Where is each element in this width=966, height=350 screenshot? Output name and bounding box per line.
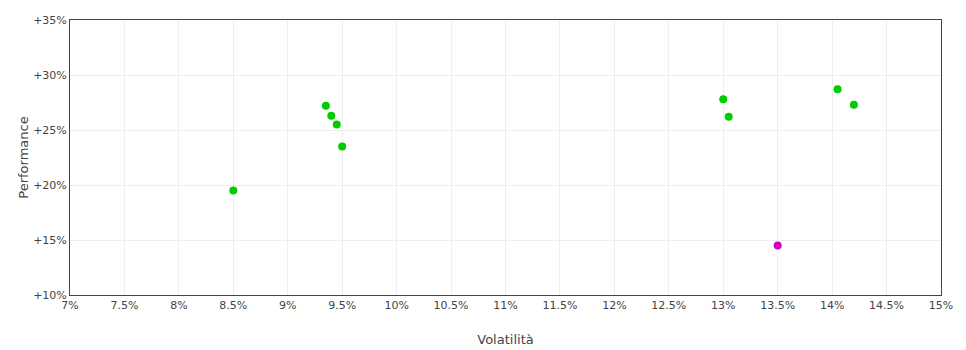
- svg-text:14%: 14%: [820, 299, 844, 312]
- svg-text:+15%: +15%: [33, 234, 67, 247]
- svg-text:13%: 13%: [711, 299, 735, 312]
- svg-text:9.5%: 9.5%: [328, 299, 356, 312]
- svg-text:Performance: Performance: [16, 116, 31, 198]
- svg-text:13.5%: 13.5%: [760, 299, 795, 312]
- svg-text:+10%: +10%: [33, 289, 67, 302]
- svg-text:+20%: +20%: [33, 179, 67, 192]
- svg-text:+25%: +25%: [33, 124, 67, 137]
- svg-text:11%: 11%: [493, 299, 517, 312]
- svg-text:+30%: +30%: [33, 69, 67, 82]
- svg-text:10.5%: 10.5%: [434, 299, 469, 312]
- svg-text:7%: 7%: [61, 299, 78, 312]
- svg-text:9%: 9%: [279, 299, 296, 312]
- svg-text:10%: 10%: [384, 299, 408, 312]
- svg-text:12.5%: 12.5%: [651, 299, 686, 312]
- svg-text:8%: 8%: [170, 299, 187, 312]
- svg-text:12%: 12%: [602, 299, 626, 312]
- svg-text:14.5%: 14.5%: [869, 299, 904, 312]
- svg-text:7.5%: 7.5%: [110, 299, 138, 312]
- svg-text:+35%: +35%: [33, 14, 67, 27]
- svg-text:8.5%: 8.5%: [219, 299, 247, 312]
- svg-text:Volatilità: Volatilità: [477, 332, 533, 347]
- svg-text:15%: 15%: [929, 299, 953, 312]
- svg-text:11.5%: 11.5%: [542, 299, 577, 312]
